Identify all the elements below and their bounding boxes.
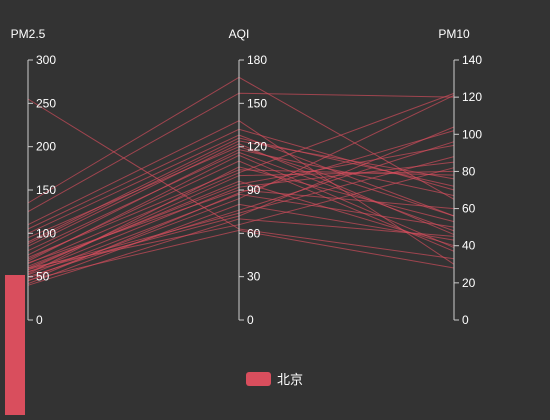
axis-name: PM2.5	[11, 27, 46, 41]
tick-label: 300	[36, 53, 56, 67]
series-line-18	[27, 203, 455, 285]
series-line-28	[27, 154, 455, 262]
tick-label: 40	[462, 239, 476, 253]
tick-label: 30	[247, 270, 261, 284]
tick-label: 100	[36, 226, 56, 240]
legend-swatch	[246, 371, 271, 386]
tick-label: 0	[247, 313, 254, 327]
axis-name: AQI	[229, 27, 250, 41]
series-line-17	[27, 169, 455, 259]
series-line-14	[27, 193, 455, 276]
series-lines	[27, 76, 455, 286]
tick-label: 60	[462, 202, 476, 216]
tick-label: 0	[462, 313, 469, 327]
tick-label: 250	[36, 96, 56, 110]
tick-label: 100	[462, 127, 482, 141]
tick-label: 90	[247, 183, 261, 197]
tick-label: 200	[36, 140, 56, 154]
tick-label: 50	[36, 270, 50, 284]
series-line-24	[27, 156, 455, 271]
axis-name: PM10	[438, 27, 470, 41]
tick-label: 60	[247, 226, 261, 240]
series-line-8	[27, 92, 455, 265]
legend[interactable]: 北京	[246, 369, 303, 388]
tick-label: 120	[247, 140, 267, 154]
tick-label: 20	[462, 276, 476, 290]
tick-label: 120	[462, 90, 482, 104]
legend-label: 北京	[277, 372, 304, 387]
tick-label: 80	[462, 164, 476, 178]
axis-pm2-5[interactable]: PM2.5 0 50 100 150 200 250 300	[11, 27, 57, 327]
axis-aqi[interactable]: AQI 0 30 60 90 120 150 180	[229, 27, 268, 327]
tick-label: 150	[247, 96, 267, 110]
series-line-0	[27, 98, 455, 260]
tick-label: 180	[247, 53, 267, 67]
tick-label: 0	[36, 313, 43, 327]
axis-pm10[interactable]: PM10 0 20 40 60 80 100 120 140	[438, 27, 482, 327]
tick-label: 140	[462, 53, 482, 67]
series-line-2	[27, 92, 455, 213]
tick-label: 150	[36, 183, 56, 197]
visual-map-handle[interactable]	[5, 275, 25, 415]
